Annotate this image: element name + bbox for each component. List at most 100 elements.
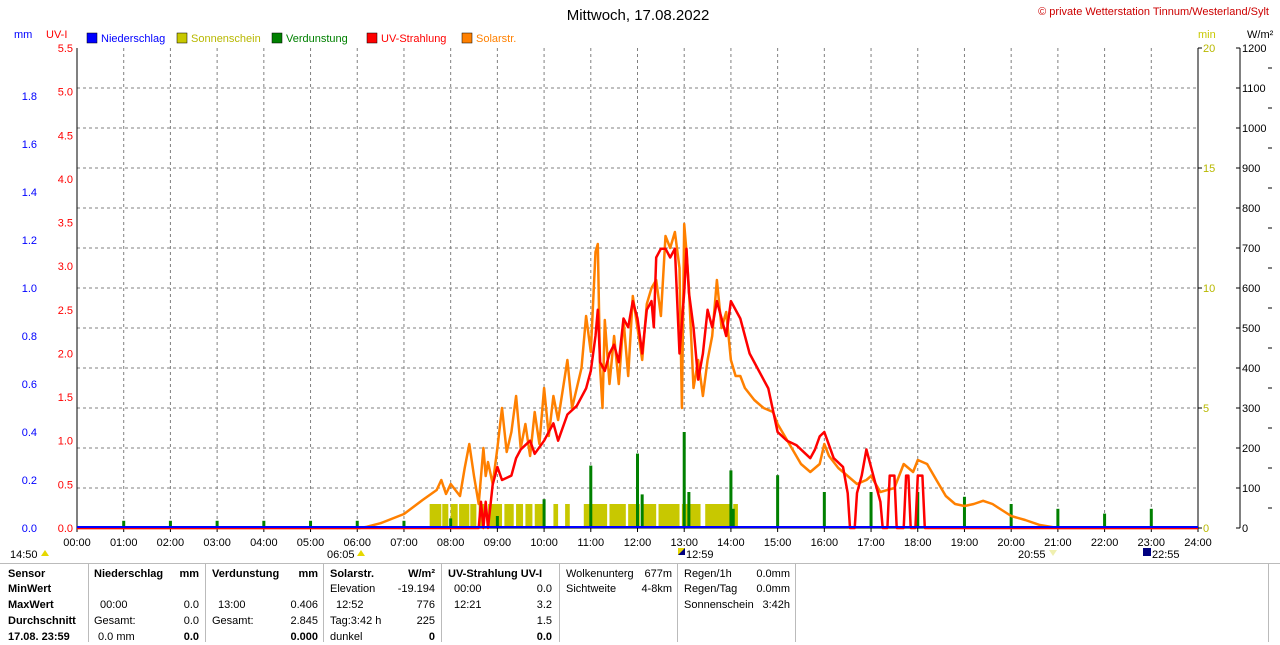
rain-day-label: Regen/Tag bbox=[684, 583, 738, 595]
wm2-tick-label: 700 bbox=[1242, 243, 1260, 255]
evaporation-bar bbox=[495, 516, 499, 528]
tick-labels: 00:00 01:00 02:00 03:00 04:00 05:00 06:00 07:00… bbox=[22, 43, 1267, 549]
legend-label: Niederschlag bbox=[101, 33, 165, 45]
verdunstung-total-label: Gesamt: bbox=[212, 615, 254, 627]
evaporation-bar bbox=[1103, 513, 1107, 528]
column-divider bbox=[1268, 564, 1269, 642]
solar-max-time: 12:52 bbox=[336, 599, 364, 611]
niederschlag-column: Niederschlag mm 00:00 0.0 Gesamt: 0.0 0.0 m… bbox=[94, 564, 199, 643]
x-tick-label: 06:00 bbox=[343, 537, 371, 549]
mm-tick-label: 0.2 bbox=[22, 475, 37, 487]
legend-label: Solarstr. bbox=[476, 33, 516, 45]
evaporation-bar bbox=[449, 518, 453, 528]
niederschlag-last-value: 0.0 bbox=[183, 631, 199, 643]
sunshine-bar bbox=[642, 504, 657, 528]
evaporation-bar bbox=[687, 492, 691, 528]
sunshine-bar bbox=[609, 504, 626, 528]
evaporation-bar bbox=[355, 520, 359, 528]
min-tick-label: 5 bbox=[1203, 403, 1209, 415]
wm2-tick-label: 100 bbox=[1242, 483, 1260, 495]
niederschlag-unit: mm bbox=[179, 568, 199, 580]
mm-tick-label: 1.4 bbox=[22, 187, 37, 199]
x-tick-label: 18:00 bbox=[904, 537, 932, 549]
sunset-icon bbox=[1049, 550, 1057, 556]
uvi-axis-unit: UV-I bbox=[46, 29, 67, 41]
min-tick-label: 15 bbox=[1203, 163, 1215, 175]
min-tick-label: 20 bbox=[1203, 43, 1215, 55]
min-tick-label: 10 bbox=[1203, 283, 1215, 295]
wm2-tick-label: 600 bbox=[1242, 283, 1260, 295]
x-tick-label: 08:00 bbox=[437, 537, 465, 549]
sun-icon bbox=[41, 550, 49, 556]
legend-swatch bbox=[86, 32, 98, 44]
evaporation-bar bbox=[822, 492, 826, 528]
verdunstung-total-value: 2.845 bbox=[290, 615, 318, 627]
legend-swatch bbox=[176, 32, 188, 44]
x-tick-label: 17:00 bbox=[857, 537, 885, 549]
rain-hour-value: 0.0mm bbox=[756, 568, 790, 580]
noon-time: 12:59 bbox=[686, 549, 714, 561]
niederschlag-total-label: Gesamt: bbox=[94, 615, 136, 627]
wm2-tick-label: 500 bbox=[1242, 323, 1260, 335]
legend-swatch bbox=[366, 32, 378, 44]
evaporation-bar bbox=[776, 475, 780, 528]
mm-tick-label: 1.0 bbox=[22, 283, 37, 295]
sensor-header: Sensor bbox=[8, 568, 46, 580]
sunshine-bar bbox=[583, 504, 608, 528]
min-tick-label: 0 bbox=[1203, 523, 1209, 535]
x-tick-label: 05:00 bbox=[297, 537, 325, 549]
wm2-axis-unit: W/m² bbox=[1247, 29, 1274, 41]
uv-header: UV-Strahlung UV-I bbox=[448, 568, 543, 580]
sunshine-bar bbox=[525, 504, 533, 528]
durchschnitt-label: Durchschnitt bbox=[8, 615, 76, 627]
rain-day-value: 0.0mm bbox=[756, 583, 790, 595]
column-divider bbox=[88, 564, 89, 642]
x-tick-label: 23:00 bbox=[1138, 537, 1166, 549]
x-tick-label: 03:00 bbox=[203, 537, 231, 549]
column-divider bbox=[795, 564, 796, 642]
cloud-base-label: Wolkenunterg bbox=[566, 568, 634, 580]
uv-radiation-line bbox=[77, 247, 1198, 530]
evaporation-bar bbox=[682, 432, 686, 528]
evaporation-bar bbox=[215, 520, 219, 528]
wm2-tick-label: 1100 bbox=[1242, 83, 1266, 95]
x-tick-label: 21:00 bbox=[1044, 537, 1072, 549]
visibility-label: Sichtweite bbox=[566, 583, 617, 595]
verdunstung-max-value: 0.406 bbox=[290, 599, 318, 611]
sun-markers: 14:50 06:05 12:59 20:55 22:55 bbox=[10, 548, 1180, 561]
x-tick-label: 22:00 bbox=[1091, 537, 1119, 549]
uvi-tick-label: 2.0 bbox=[58, 348, 73, 360]
sunshine-bar bbox=[504, 504, 514, 528]
visibility-value: 4-8km bbox=[641, 583, 672, 595]
verdunstung-max-time: 13:00 bbox=[218, 599, 246, 611]
cloud-base-value: 677m bbox=[644, 568, 672, 580]
niederschlag-header: Niederschlag bbox=[94, 568, 164, 580]
minwert-label: MinWert bbox=[8, 583, 52, 595]
x-tick-label: 20:00 bbox=[997, 537, 1025, 549]
uvi-tick-label: 0.0 bbox=[58, 523, 73, 535]
sunshine-value: 3:42h bbox=[762, 599, 790, 611]
elevation-value: -19.194 bbox=[397, 583, 435, 595]
mm-axis-unit: mm bbox=[14, 29, 32, 41]
evaporation-bar bbox=[640, 494, 644, 528]
x-tick-label: 04:00 bbox=[250, 537, 278, 549]
column-divider bbox=[559, 564, 560, 642]
chart-legend: Niederschlag Sonnenschein Verdunstung UV-St… bbox=[86, 32, 516, 45]
x-tick-label: 10:00 bbox=[530, 537, 558, 549]
uvi-tick-label: 0.5 bbox=[58, 479, 73, 491]
solar-column: Solarstr. W/m² Elevation -19.194 12:52 776 … bbox=[330, 564, 435, 643]
uv-min-value: 0.0 bbox=[536, 583, 552, 595]
rain-column: Regen/1h 0.0mm Regen/Tag 0.0mm Sonnenschei… bbox=[684, 564, 790, 642]
uv-min-time: 00:00 bbox=[454, 583, 482, 595]
sunshine-bar bbox=[534, 504, 545, 528]
uvi-tick-label: 4.5 bbox=[58, 130, 73, 142]
solar-unit: W/m² bbox=[408, 568, 435, 580]
evaporation-bar bbox=[962, 496, 966, 528]
moon-time: 22:55 bbox=[1152, 549, 1180, 561]
evaporation-bar bbox=[1056, 508, 1060, 528]
niederschlag-last-label: 0.0 mm bbox=[98, 631, 135, 643]
mm-tick-label: 1.2 bbox=[22, 235, 37, 247]
mm-tick-label: 0.4 bbox=[22, 427, 37, 439]
x-tick-label: 11:00 bbox=[577, 537, 604, 549]
min-axis-unit: min bbox=[1198, 29, 1216, 41]
